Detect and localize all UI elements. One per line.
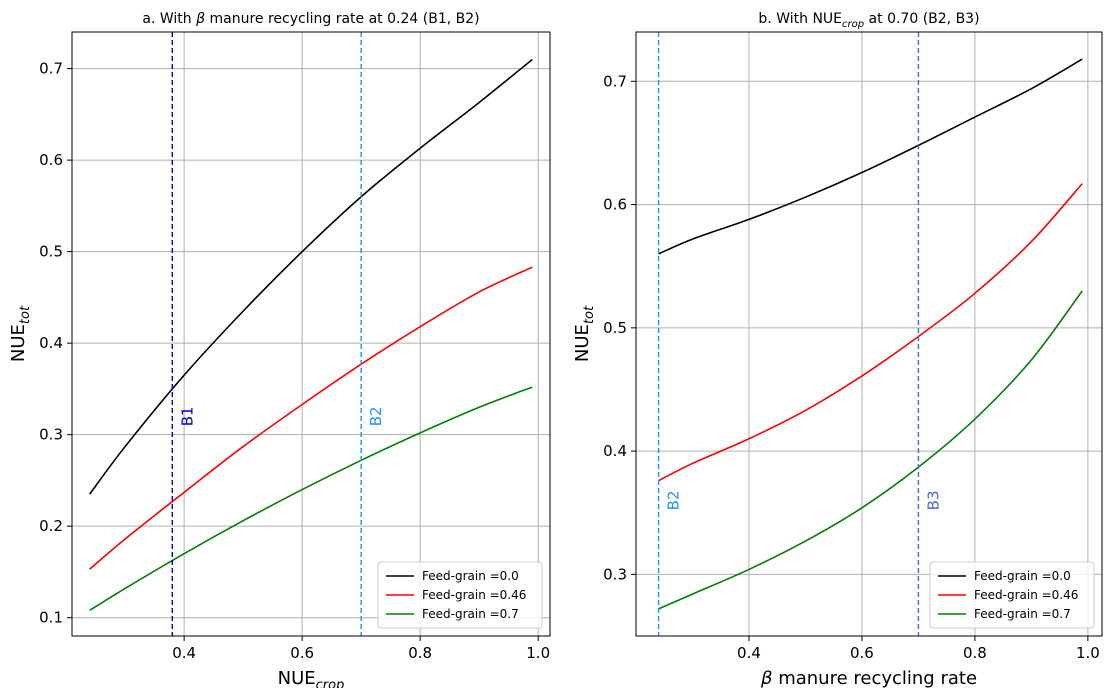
y-tick-label: 0.5: [603, 319, 627, 337]
legend-label: Feed-grain =0.7: [422, 607, 519, 621]
x-tick-label: 0.6: [850, 644, 874, 662]
legend-label: Feed-grain =0.7: [974, 607, 1071, 621]
y-tick-label: 0.6: [39, 151, 63, 169]
y-label-subscript: tot: [18, 305, 33, 324]
x-tick-label: 1.0: [1076, 644, 1100, 662]
legend-label: Feed-grain =0.0: [422, 569, 519, 583]
vline-label: B3: [924, 490, 942, 510]
x-axis-label: NUEcrop: [278, 668, 345, 688]
y-tick-label: 0.4: [39, 334, 63, 352]
series-line: [89, 386, 533, 612]
x-tick-label: 0.6: [290, 644, 314, 662]
x-tick-label: 0.8: [408, 644, 432, 662]
y-tick-label: 0.3: [39, 426, 63, 444]
title-text: a. With: [142, 11, 196, 27]
plot-frame: [635, 31, 1103, 637]
series-line: [658, 58, 1083, 255]
y-label-text: NUE: [572, 324, 593, 362]
x-tick-label: 0.4: [172, 644, 196, 662]
y-label-subscript: tot: [582, 305, 597, 324]
x-tick-label: 0.8: [963, 644, 987, 662]
x-tick-label: 1.0: [526, 644, 550, 662]
series-line: [658, 183, 1083, 482]
legend-label: Feed-grain =0.46: [974, 588, 1078, 602]
title-text: at 0.70 (B2, B3): [864, 11, 979, 27]
y-tick-label: 0.7: [603, 72, 627, 90]
y-axis-label: NUEtot: [572, 305, 597, 362]
y-tick-label: 0.5: [39, 243, 63, 261]
series-line: [89, 58, 533, 495]
vline-label: B2: [367, 406, 385, 426]
y-axis-label: NUEtot: [8, 305, 33, 362]
y-tick-label: 0.1: [39, 609, 63, 627]
x-axis-label: β manure recycling rate: [760, 668, 977, 688]
vline-label: B2: [665, 490, 683, 510]
series-line: [658, 290, 1083, 610]
legend-label: Feed-grain =0.0: [974, 569, 1071, 583]
title-greek: β: [195, 11, 205, 27]
x-label-text: NUE: [278, 668, 316, 688]
x-label-subscript: crop: [316, 678, 345, 688]
series-line: [89, 266, 533, 570]
vline-label: B1: [178, 406, 196, 426]
x-tick-label: 0.4: [737, 644, 761, 662]
y-tick-label: 0.3: [603, 565, 627, 583]
plot-frame: [71, 31, 551, 637]
y-tick-label: 0.4: [603, 442, 627, 460]
y-tick-label: 0.7: [39, 60, 63, 78]
chart-title: b. With NUEcrop at 0.70 (B2, B3): [758, 11, 979, 30]
title-text: NUE: [812, 11, 842, 27]
y-tick-label: 0.6: [603, 196, 627, 214]
legend-label: Feed-grain =0.46: [422, 588, 526, 602]
title-text: b. With: [758, 11, 812, 27]
chart-panel-a: 0.4 0.6 0.8 1.0 0.1 0.2 0.3 0.4 0.5 0.6 0.7 B1 B2 a. …: [8, 11, 551, 688]
legend-box: [377, 561, 543, 629]
title-subscript: crop: [842, 19, 864, 30]
x-label-text: manure recycling rate: [772, 668, 977, 688]
chart-panel-b: 0.4 0.6 0.8 1.0 0.3 0.4 0.5 0.6 0.7 B2 B3 b. With N…: [572, 11, 1103, 688]
x-label-greek: β: [760, 668, 773, 688]
chart-title: a. With β manure recycling rate at 0.24 …: [142, 11, 479, 27]
legend-box: [929, 561, 1095, 629]
y-tick-label: 0.2: [39, 517, 63, 535]
title-text: manure recycling rate at 0.24 (B1, B2): [205, 11, 480, 27]
y-label-text: NUE: [8, 324, 29, 362]
